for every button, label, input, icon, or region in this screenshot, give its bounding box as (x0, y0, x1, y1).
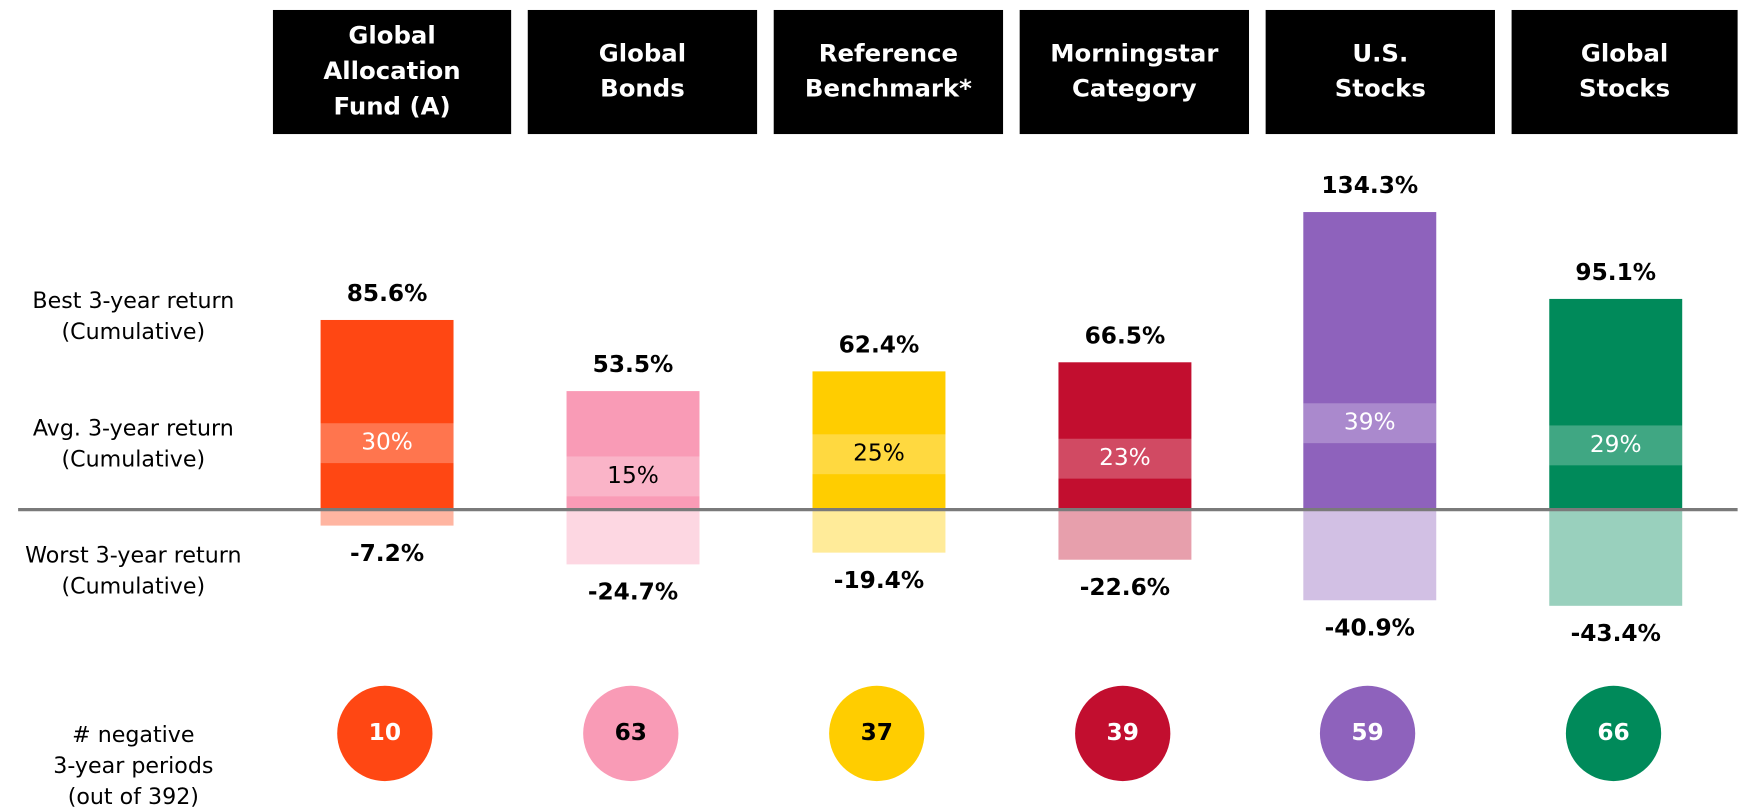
average-band (1058, 438, 1192, 479)
row-label: # negative (72, 722, 194, 748)
best-bar (812, 371, 946, 510)
header-text: U.S. (1352, 38, 1408, 67)
worst-label: -22.6% (1080, 574, 1170, 601)
negative-circle (1319, 685, 1416, 782)
row-label: (Cumulative) (62, 319, 206, 345)
worst-label: -24.7% (588, 579, 678, 606)
header-box (1265, 9, 1495, 135)
best-label: 62.4% (839, 331, 920, 358)
negative-count: 10 (369, 719, 401, 746)
average-band (566, 456, 700, 497)
row-label: Avg. 3-year return (33, 415, 234, 441)
worst-label: -40.9% (1325, 615, 1415, 642)
average-band (1303, 403, 1437, 444)
negative-circle (583, 685, 679, 782)
header-box (773, 9, 1004, 135)
average-label: 15% (607, 462, 659, 489)
worst-bar (566, 509, 700, 565)
header-box (272, 9, 512, 135)
header-text: Category (1072, 74, 1197, 103)
header-text: Morningstar (1050, 38, 1218, 67)
best-label: 134.3% (1321, 172, 1418, 199)
header-box (527, 9, 758, 135)
header-box (1511, 9, 1738, 135)
worst-label: -19.4% (834, 567, 924, 594)
worst-bar (1549, 509, 1683, 606)
best-bar (1058, 362, 1192, 510)
negative-circle (829, 685, 925, 782)
negative-count: 37 (861, 719, 893, 746)
header-text: Bonds (600, 74, 685, 103)
row-label: Worst 3-year return (25, 543, 241, 569)
worst-bar (320, 509, 454, 526)
best-label: 95.1% (1575, 259, 1656, 286)
average-label: 25% (853, 440, 905, 467)
negative-circle (1075, 685, 1171, 782)
worst-bar (1303, 509, 1437, 601)
row-label: Best 3-year return (32, 288, 234, 314)
average-label: 30% (361, 429, 413, 456)
best-label: 85.6% (347, 280, 428, 307)
average-band (812, 434, 946, 475)
header-text: Benchmark* (805, 74, 972, 103)
negative-count: 59 (1351, 719, 1383, 746)
best-bar (1303, 212, 1437, 510)
header-text: Stocks (1335, 74, 1426, 103)
negative-count: 39 (1107, 719, 1139, 746)
row-label: (Cumulative) (62, 446, 206, 472)
average-label: 29% (1590, 431, 1642, 458)
header-text: Reference (819, 38, 958, 67)
average-label: 23% (1099, 444, 1151, 471)
header-text: Global (599, 38, 686, 67)
row-label: (Cumulative) (62, 574, 206, 600)
header-text: Global (348, 21, 435, 50)
best-bar (1549, 298, 1683, 510)
negative-circle (1565, 685, 1662, 782)
negative-circle (337, 685, 433, 782)
worst-label: -7.2% (350, 540, 424, 567)
worst-bar (812, 509, 946, 553)
row-label: 3-year periods (53, 753, 213, 779)
header-text: Stocks (1579, 74, 1670, 103)
negative-count: 63 (615, 719, 647, 746)
best-bar (320, 319, 454, 510)
header-box (1019, 9, 1250, 135)
best-label: 66.5% (1085, 322, 1166, 349)
best-label: 53.5% (593, 351, 674, 378)
average-band (1549, 425, 1683, 466)
worst-label: -43.4% (1571, 620, 1661, 647)
header-text: Allocation (323, 56, 460, 85)
average-band (320, 423, 454, 464)
header-text: Global (1581, 38, 1668, 67)
negative-count: 66 (1597, 719, 1629, 746)
worst-bar (1058, 509, 1192, 560)
average-label: 39% (1344, 409, 1396, 436)
header-text: Fund (A) (333, 91, 450, 120)
row-label: (out of 392) (68, 784, 199, 810)
best-bar (566, 391, 700, 510)
